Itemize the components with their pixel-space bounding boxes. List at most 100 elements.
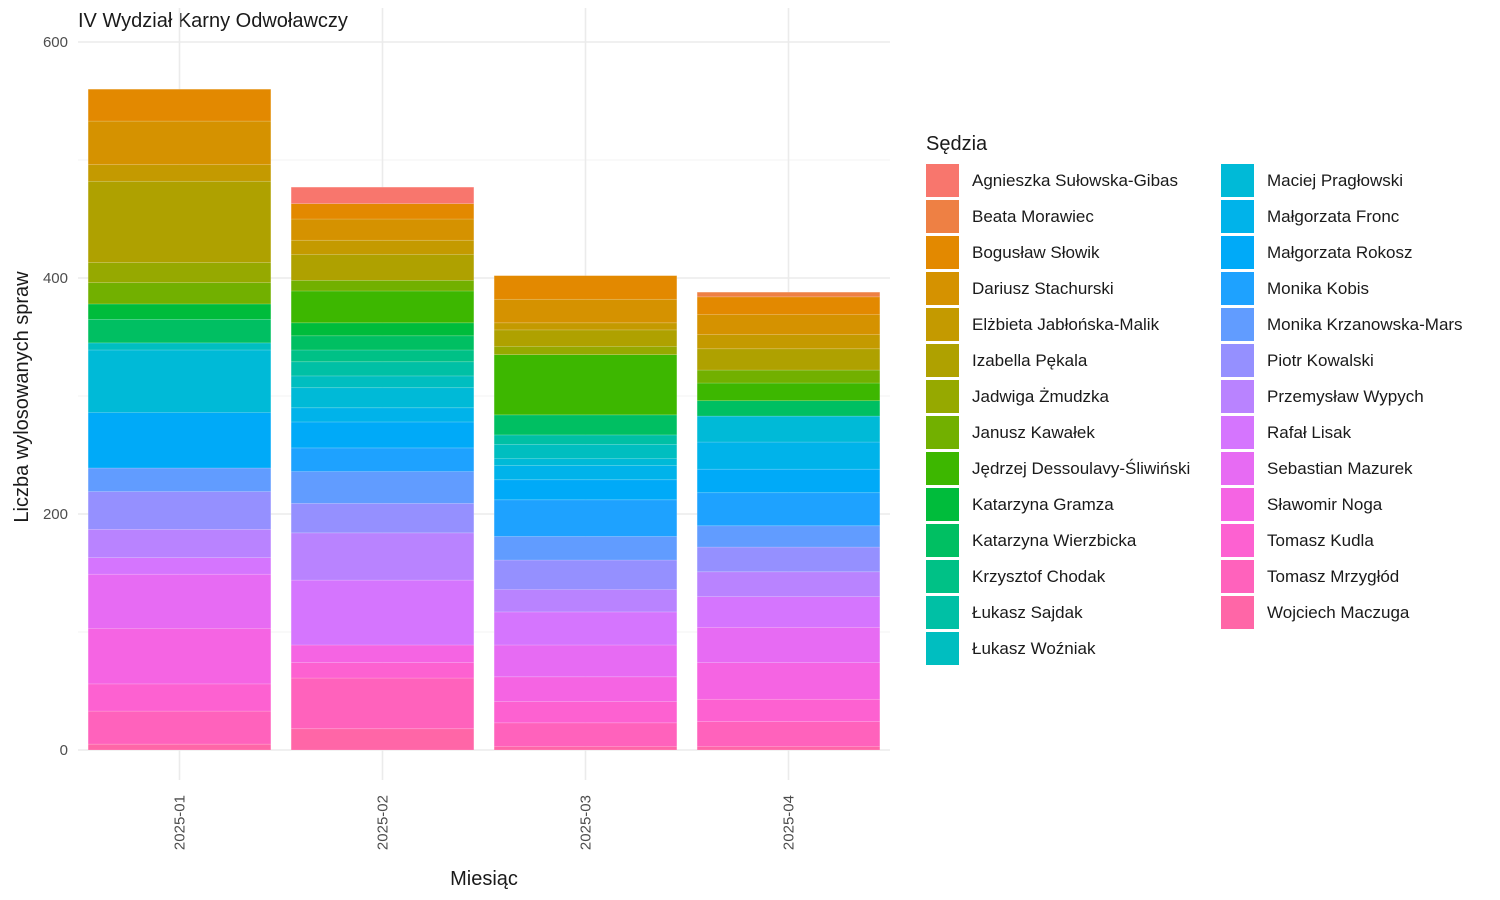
bar-segment xyxy=(696,468,881,494)
legend-swatch xyxy=(926,416,959,449)
legend-swatch xyxy=(1221,236,1254,269)
bar-segment xyxy=(87,412,272,469)
legend-label: Dariusz Stachurski xyxy=(972,279,1114,298)
legend-label: Łukasz Woźniak xyxy=(972,639,1096,658)
bar-segment xyxy=(290,218,475,241)
bar-segment xyxy=(493,298,678,324)
legend-swatch xyxy=(926,452,959,485)
bar-segment xyxy=(493,536,678,561)
legend-swatch xyxy=(1221,452,1254,485)
legend-swatch xyxy=(926,344,959,377)
bar-segment xyxy=(290,728,475,751)
bar-segment xyxy=(696,400,881,417)
bar-segment xyxy=(493,414,678,436)
legend-swatch xyxy=(926,164,959,197)
legend-item: Bogusław Słowik xyxy=(926,236,1100,269)
legend-item: Łukasz Sajdak xyxy=(926,596,1083,629)
legend-swatch xyxy=(1221,200,1254,233)
bar-segment xyxy=(87,88,272,122)
bar-segment xyxy=(290,421,475,449)
y-tick-label: 400 xyxy=(43,270,68,287)
bar-segment xyxy=(87,318,272,344)
bar-segment xyxy=(290,532,475,581)
legend-label: Małgorzata Fronc xyxy=(1267,207,1400,226)
legend-swatch xyxy=(1221,416,1254,449)
bar-segment xyxy=(493,559,678,590)
x-tick-label: 2025-03 xyxy=(578,795,595,850)
legend-swatch xyxy=(1221,308,1254,341)
y-axis-ticks: 0 200 400 600 xyxy=(43,34,68,759)
bar-segment xyxy=(696,296,881,315)
bar-segment xyxy=(87,120,272,166)
legend-label: Maciej Pragłowski xyxy=(1267,171,1403,190)
bar-segment xyxy=(493,322,678,331)
legend-item: Janusz Kawałek xyxy=(926,416,1095,449)
bar-segment xyxy=(87,349,272,413)
bar-segment xyxy=(290,203,475,220)
bar-segment xyxy=(696,626,881,663)
bar-segment xyxy=(493,722,678,747)
legend-item: Małgorzata Fronc xyxy=(1221,200,1400,233)
bar-segment xyxy=(493,701,678,724)
bar-segment xyxy=(696,348,881,371)
bar-segment xyxy=(290,361,475,377)
legend-item: Monika Krzanowska-Mars xyxy=(1221,308,1463,341)
bar-segment xyxy=(87,710,272,745)
legend-item: Tomasz Kudla xyxy=(1221,524,1374,557)
bar-segment xyxy=(696,746,881,751)
legend-label: Tomasz Kudla xyxy=(1267,531,1374,550)
bar-segment xyxy=(290,447,475,472)
bar-segment xyxy=(290,375,475,389)
bar-segment xyxy=(87,164,272,182)
bar-segment xyxy=(290,290,475,324)
legend-item: Wojciech Maczuga xyxy=(1221,596,1410,629)
legend-label: Katarzyna Gramza xyxy=(972,495,1114,514)
legend-label: Przemysław Wypych xyxy=(1267,387,1424,406)
y-tick-label: 200 xyxy=(43,506,68,523)
bar-segment xyxy=(290,503,475,534)
bar-segment xyxy=(290,280,475,292)
legend-item: Elżbieta Jabłońska-Malik xyxy=(926,308,1160,341)
bar-segment xyxy=(696,415,881,443)
bar-segment xyxy=(290,349,475,363)
legend-item: Maciej Pragłowski xyxy=(1221,164,1403,197)
bar-segment xyxy=(696,334,881,350)
bar-segment xyxy=(87,180,272,263)
legend-label: Łukasz Sajdak xyxy=(972,603,1083,622)
legend-swatch xyxy=(926,380,959,413)
legend-swatch xyxy=(926,308,959,341)
bar-segment xyxy=(493,676,678,702)
legend-item: Katarzyna Gramza xyxy=(926,488,1114,521)
legend-item: Małgorzata Rokosz xyxy=(1221,236,1413,269)
legend-swatch xyxy=(926,596,959,629)
bar-segment xyxy=(696,314,881,335)
bar-segment xyxy=(696,291,881,298)
bar-segment xyxy=(493,589,678,613)
legend-label: Sławomir Noga xyxy=(1267,495,1383,514)
bar-segment xyxy=(87,262,272,284)
legend-label: Rafał Lisak xyxy=(1267,423,1352,442)
legend-swatch xyxy=(926,272,959,305)
bar-segment xyxy=(87,342,272,351)
legend-label: Izabella Pękala xyxy=(972,351,1088,370)
bar-segment xyxy=(493,354,678,416)
bar-segment xyxy=(290,387,475,409)
bar-segment xyxy=(290,239,475,255)
legend-swatch xyxy=(1221,344,1254,377)
bar-segments xyxy=(87,88,881,751)
legend-label: Jędrzej Dessoulavy-Śliwiński xyxy=(972,459,1190,478)
legend-swatch xyxy=(1221,488,1254,521)
bar-segment xyxy=(87,557,272,575)
bar-segment xyxy=(290,407,475,423)
bar-segment xyxy=(87,573,272,629)
bar-segment xyxy=(696,698,881,722)
legend-item: Krzysztof Chodak xyxy=(926,560,1106,593)
chart-title: IV Wydział Karny Odwoławczy xyxy=(78,10,348,32)
bar-segment xyxy=(87,491,272,530)
legend-swatch xyxy=(1221,596,1254,629)
legend-label: Monika Krzanowska-Mars xyxy=(1267,315,1463,334)
y-tick-label: 600 xyxy=(43,34,68,51)
legend-swatch xyxy=(926,632,959,665)
legend-item: Sebastian Mazurek xyxy=(1221,452,1413,485)
bar-segment xyxy=(290,662,475,679)
